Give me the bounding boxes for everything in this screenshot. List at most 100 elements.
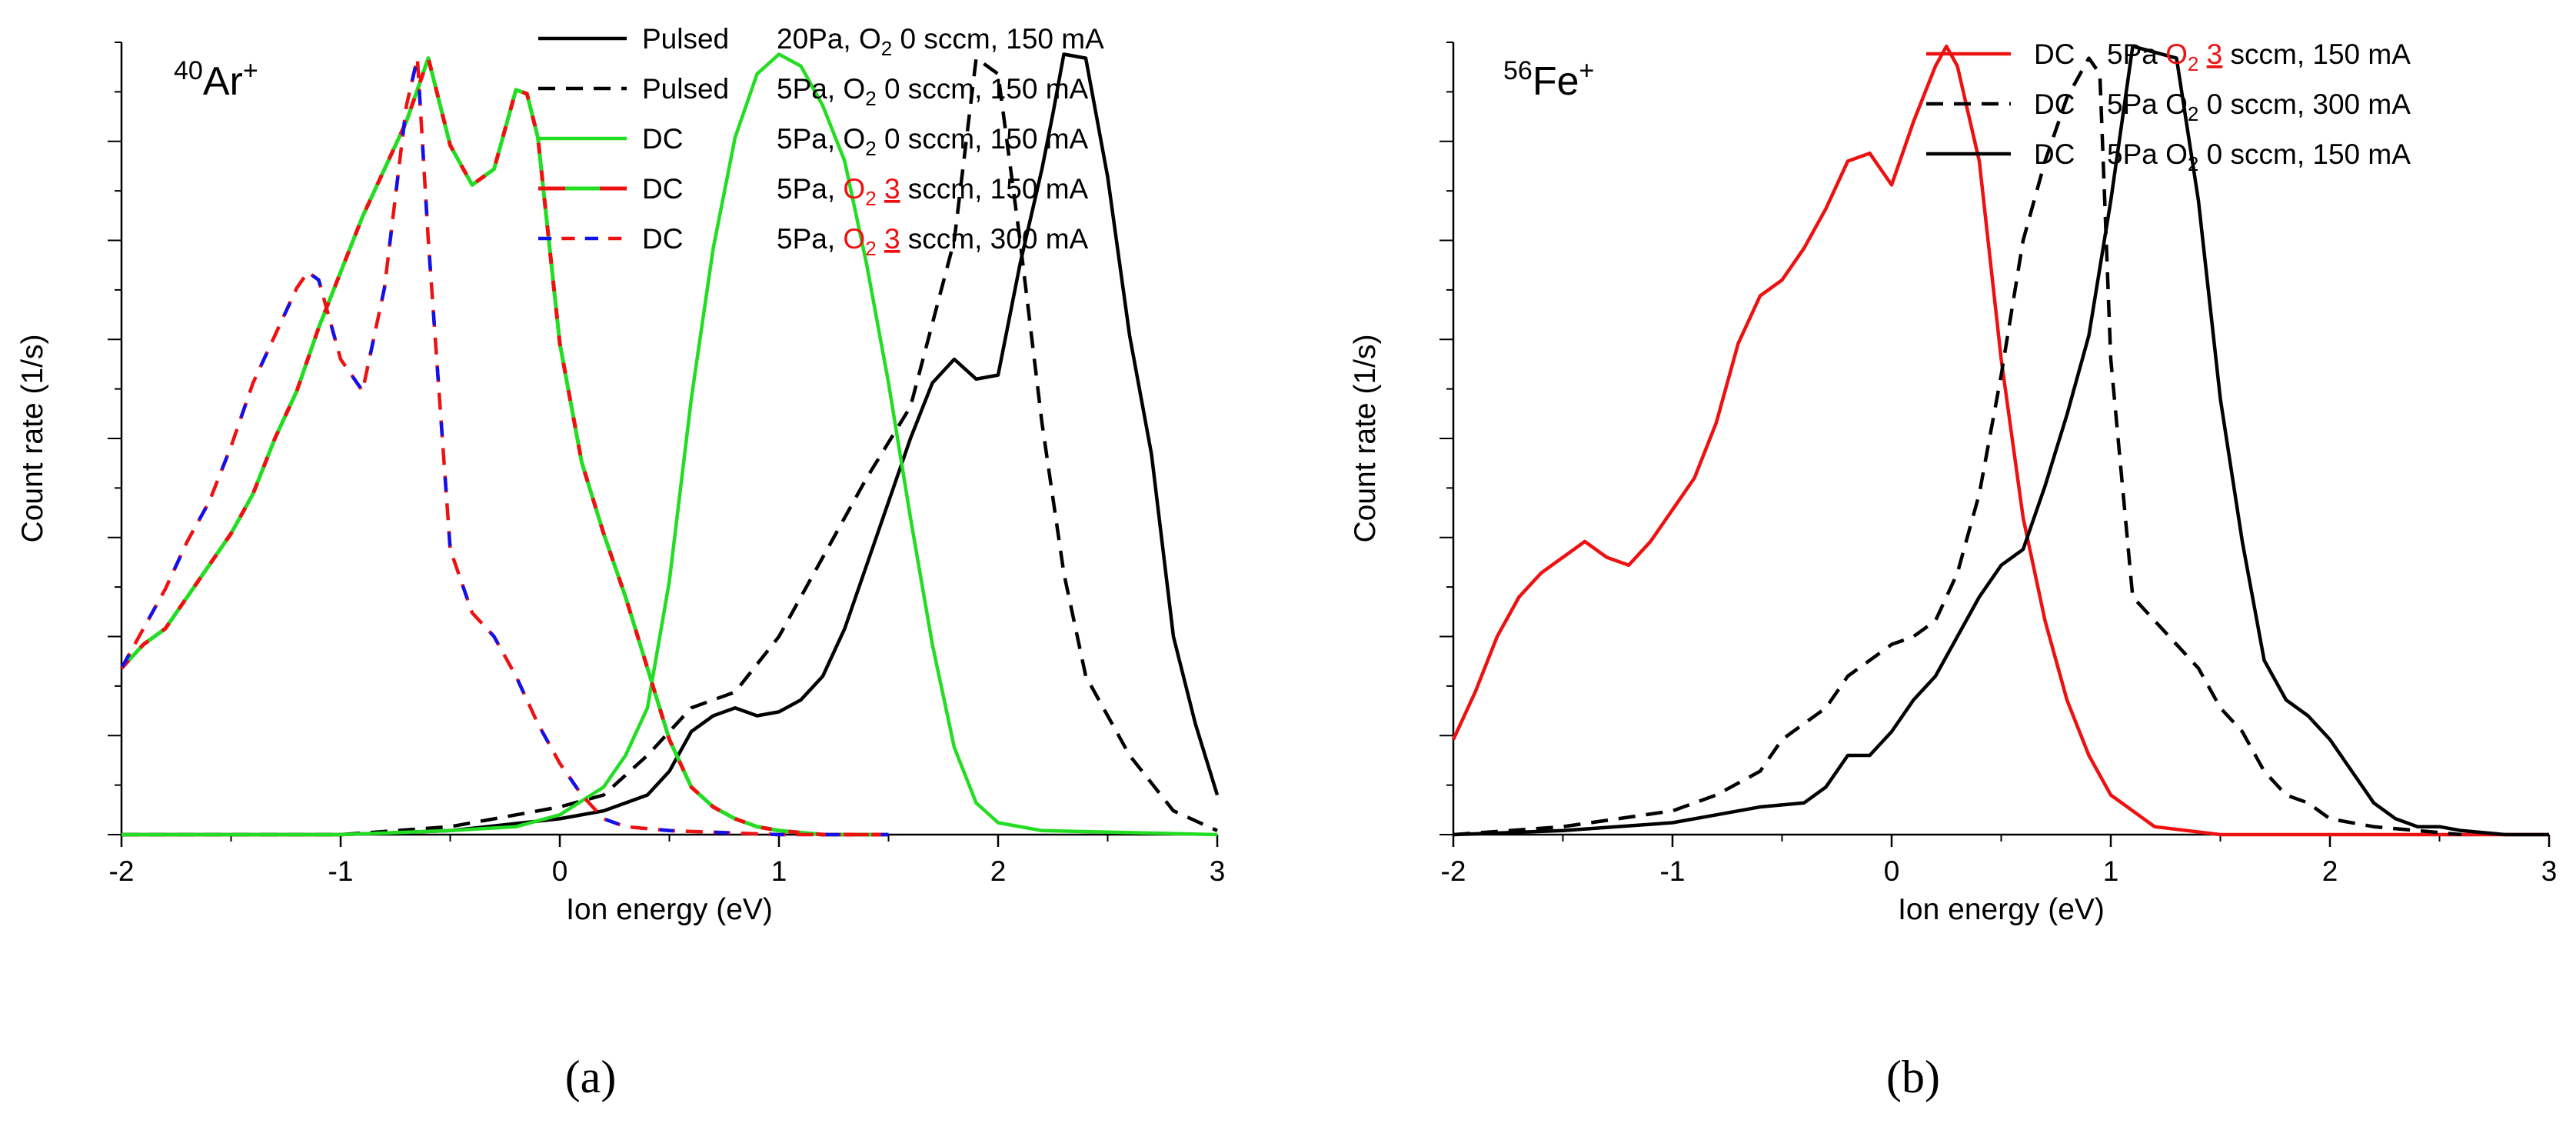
legend-flow: 3 (884, 173, 900, 205)
series-line (1453, 56, 2462, 837)
species-annotation: 40Ar+ (174, 56, 258, 104)
legend-pressure: 5Pa, (777, 173, 843, 205)
legend-entry: DC 5Pa, O2 3 sccm, 300 mA (538, 223, 1089, 260)
legend-rest: sccm, 300 mA (900, 223, 1089, 255)
x-tick-label: -2 (109, 855, 135, 887)
legend-entry: DC 5Pa O2 0 sccm, 300 mA (1926, 88, 2411, 125)
series-2 (1453, 56, 2462, 837)
legend-label-conditions: 5Pa, O2 0 sccm, 150 mA (777, 73, 1089, 110)
legend-flow: 3 (884, 223, 900, 255)
legend-label-mode: DC (642, 223, 683, 255)
legend-entry: DC 5Pa, O2 3 sccm, 150 mA (538, 173, 1089, 210)
legend-pressure: 5Pa (2107, 38, 2165, 70)
series-line (121, 52, 1218, 837)
legend-rest: sccm, 150 mA (900, 73, 1089, 105)
series-2 (121, 56, 1218, 837)
series-line (1453, 44, 2549, 837)
legend-entry: Pulsed 5Pa, O2 0 sccm, 150 mA (538, 73, 1089, 110)
legend-pressure: 5Pa, (777, 223, 843, 255)
legend-gas-subscript: 2 (2188, 52, 2198, 75)
series-line-overlay (120, 56, 889, 837)
legend-label-mode: DC (2034, 38, 2075, 70)
legend-pressure: 5Pa, (777, 73, 843, 105)
y-axis-label: Count rate (1/s) (1349, 335, 1382, 543)
legend-gas-subscript: 2 (865, 87, 876, 110)
legend-flow: 0 (884, 73, 900, 105)
legend-label-mode: DC (2034, 138, 2075, 170)
legend-flow: 3 (2207, 38, 2223, 70)
x-tick-label: 2 (990, 855, 1007, 887)
legend-label-mode: DC (2034, 88, 2075, 120)
legend-gas: O (843, 173, 865, 205)
legend-entry: DC 5Pa O2 3 sccm, 150 mA (1926, 38, 2411, 75)
legend-gas-subscript: 2 (865, 187, 876, 210)
series-line-overlay (120, 56, 889, 837)
legend-gas-subscript: 2 (2188, 102, 2198, 125)
series-line (121, 56, 1218, 837)
legend-gas: O (2165, 38, 2188, 70)
legend-space (877, 73, 884, 105)
isotope-mass: 40 (174, 56, 203, 85)
species-annotation: 56Fe+ (1503, 56, 1594, 104)
series-line (120, 56, 889, 837)
legend-entry: Pulsed 20Pa, O2 0 sccm, 150 mA (538, 23, 1104, 60)
legend-pressure: 5Pa, (777, 123, 843, 155)
legend-gas-subscript: 2 (865, 237, 876, 260)
caption-b: (b) (1886, 1052, 1940, 1102)
x-tick-label: -1 (328, 855, 354, 887)
legend-label-mode: DC (642, 173, 683, 205)
x-axis-label: Ion energy (eV) (566, 893, 773, 926)
x-tick-label: -1 (1660, 855, 1686, 887)
ion-charge: + (1579, 56, 1595, 85)
element-symbol: Ar (203, 59, 243, 104)
legend-gas: O (843, 73, 865, 105)
legend-gas: O (843, 223, 865, 255)
ion-charge: + (243, 56, 258, 85)
series-line (120, 56, 889, 837)
legend-rest: sccm, 150 mA (916, 23, 1104, 55)
legend-space (877, 223, 884, 255)
legend-label-mode: Pulsed (642, 73, 729, 105)
legend-entry: DC 5Pa, O2 0 sccm, 150 mA (538, 123, 1089, 160)
legend-label-conditions: 5Pa O2 0 sccm, 150 mA (2107, 138, 2411, 175)
series-3 (121, 52, 1218, 837)
legend-gas-subscript: 2 (865, 137, 876, 160)
legend-gas: O (859, 23, 881, 55)
legend-space (2198, 38, 2206, 70)
x-tick-label: 0 (1884, 855, 1900, 887)
x-tick-label: 0 (552, 855, 568, 887)
legend-space (2198, 88, 2206, 120)
legend-entry: DC 5Pa O2 0 sccm, 150 mA (1926, 138, 2411, 175)
x-tick-label: 3 (1210, 855, 1226, 887)
legend-space (892, 23, 900, 55)
legend-pressure: 5Pa (2107, 88, 2165, 120)
caption-a: (a) (565, 1052, 617, 1102)
legend-flow: 0 (884, 123, 900, 155)
legend: Pulsed 20Pa, O2 0 sccm, 150 mA Pulsed 5Pa, … (538, 23, 1104, 260)
series-line (1451, 44, 2549, 837)
element-symbol: Fe (1533, 59, 1579, 104)
legend-pressure: 5Pa (2107, 138, 2165, 170)
legend-label-conditions: 5Pa O2 0 sccm, 300 mA (2107, 88, 2411, 125)
legend-label-conditions: 5Pa, O2 0 sccm, 150 mA (777, 123, 1089, 160)
legend-label-conditions: 20Pa, O2 0 sccm, 150 mA (777, 23, 1104, 60)
legend-pressure: 20Pa, (777, 23, 859, 55)
legend-gas-subscript: 2 (881, 37, 892, 60)
x-axis-label: Ion energy (eV) (1898, 893, 2105, 926)
legend-flow: 0 (2207, 88, 2223, 120)
legend-rest: sccm, 150 mA (2222, 38, 2411, 70)
legend-rest: sccm, 300 mA (2222, 88, 2411, 120)
legend-space (877, 123, 884, 155)
legend-gas: O (2165, 88, 2188, 120)
x-tick-label: 1 (2103, 855, 2119, 887)
y-axis-label: Count rate (1/s) (16, 335, 49, 543)
legend-label-conditions: 5Pa, O2 3 sccm, 300 mA (777, 223, 1089, 260)
isotope-mass: 56 (1503, 56, 1533, 85)
legend-rest: sccm, 150 mA (900, 173, 1089, 205)
legend-label-conditions: 5Pa, O2 3 sccm, 150 mA (777, 173, 1089, 210)
legend-flow: 0 (900, 23, 917, 55)
series-5 (120, 56, 889, 837)
x-tick-label: 3 (2541, 855, 2558, 887)
